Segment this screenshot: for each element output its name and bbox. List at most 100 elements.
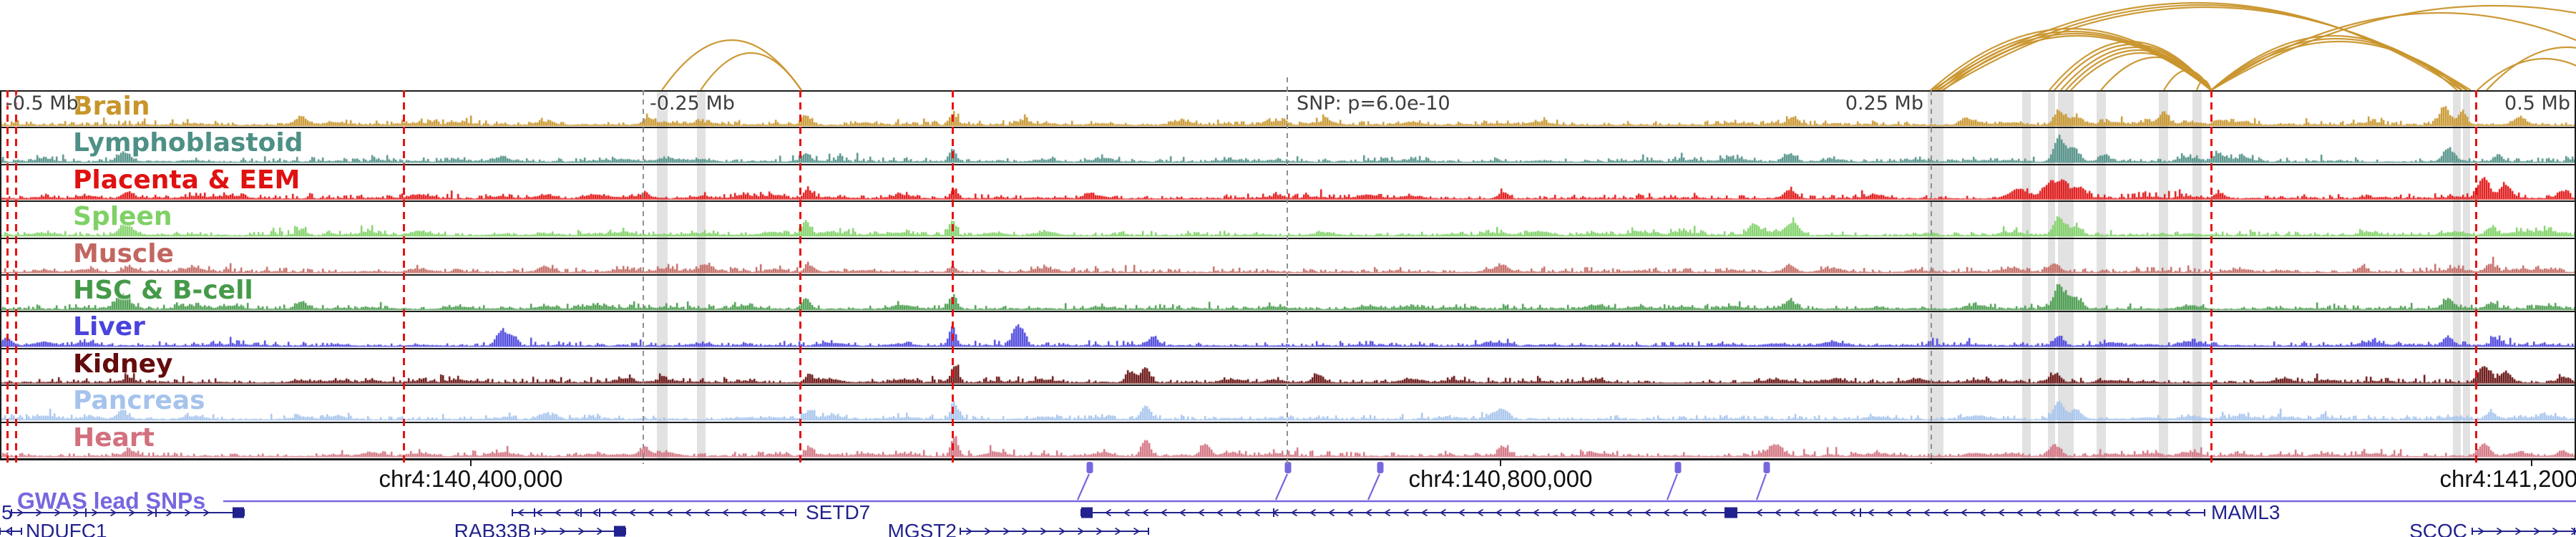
gene-strand-arrow (1699, 508, 1707, 517)
track-border (0, 422, 2576, 423)
gene-strand-arrow (541, 527, 548, 536)
gene-label-setd7: SETD7 (806, 501, 871, 523)
mb-scale-line (1287, 77, 1288, 464)
gene-strand-arrow (966, 527, 973, 536)
gene-label-scoc: SCOC (2409, 520, 2467, 537)
gene-strand-arrow (1383, 508, 1390, 517)
gene-strand-arrow (1792, 508, 1800, 517)
gene-strand-arrow (1904, 508, 1911, 517)
lead-snp-line (799, 90, 801, 465)
lead-snp-line (2475, 90, 2477, 465)
scale-label-minus-0-25: -0.25 Mb (650, 92, 735, 115)
gene-strand-arrow (1979, 508, 1986, 517)
gene-strand-arrow (703, 508, 710, 517)
track-border (0, 200, 2576, 202)
gene-strand-arrow (1160, 508, 1167, 517)
gene-strand-arrow (1960, 508, 1967, 517)
gwas-snp-marker (1674, 462, 1682, 473)
gene-strand-arrow (1234, 508, 1241, 517)
gene-strand-arrow (985, 527, 992, 536)
gene-strand-arrow (2053, 508, 2060, 517)
gene-strand-arrow (1681, 508, 1688, 517)
track-border (0, 384, 2576, 386)
gene-strand-arrow (2552, 527, 2560, 536)
interaction-arc (700, 52, 802, 90)
track-label-liver: Liver (73, 312, 145, 342)
gene-strand-arrow (1096, 527, 1103, 536)
track-label-brain: Brain (73, 92, 150, 121)
gene-strand-arrow (517, 508, 524, 517)
gene-strand-arrow (1941, 508, 1948, 517)
gwas-snp-marker (1086, 462, 1093, 473)
signal-track-area (0, 90, 2576, 460)
gene-exon-box (614, 526, 625, 537)
gene-strand-arrow (203, 508, 210, 517)
gene-strand-arrow (2183, 508, 2190, 517)
gwas-snp-connector (1367, 473, 1381, 500)
interaction-arc (2210, 38, 2463, 90)
gwas-snp-connector (1076, 473, 1091, 500)
gene-strand-arrow (1811, 508, 1818, 517)
interaction-arc (2195, 79, 2212, 90)
gene-strand-arrow (578, 527, 585, 536)
gene-strand-arrow (1774, 508, 1781, 517)
gene-strand-arrow (2571, 527, 2576, 536)
snp-pvalue-annotation: SNP: p=6.0e-10 (1297, 92, 1450, 115)
interaction-arc (2210, 4, 2576, 90)
gene-strand-arrow (684, 508, 691, 517)
mb-scale-line (1931, 90, 1932, 464)
gene-label-5: 5 (1, 501, 13, 523)
gene-strand-arrow (1216, 508, 1223, 517)
gene-strand-arrow (1253, 508, 1260, 517)
gene-strand-arrow (166, 508, 173, 517)
gene-label-rab33b: RAB33B (454, 520, 531, 537)
gene-exon-box (1724, 507, 1737, 518)
track-label-lymphoblastoid: Lymphoblastoid (73, 128, 303, 158)
gwas-snp-marker (1763, 462, 1770, 473)
gene-strand-arrow (1644, 508, 1651, 517)
gene-label-mgst2: MGST2 (887, 520, 957, 537)
lead-snp-line (2210, 90, 2212, 465)
lead-snp-line (6, 90, 9, 465)
gene-strand-arrow (1309, 508, 1316, 517)
gene-strand-arrow (2497, 527, 2504, 536)
gene-strand-arrow (1476, 508, 1483, 517)
track-border (0, 238, 2576, 239)
gene-strand-arrow (1885, 508, 1893, 517)
scale-label-plus-0-25: 0.25 Mb (1845, 92, 1923, 115)
scale-label-minus-0-5: -0.5 Mb (6, 92, 79, 115)
gene-strand-arrow (535, 508, 542, 517)
gene-strand-arrow (572, 508, 580, 517)
gene-strand-arrow (1588, 508, 1595, 517)
interaction-arc (2100, 57, 2212, 90)
interaction-arc (2477, 57, 2576, 90)
gene-strand-arrow (1923, 508, 1930, 517)
gene-strand-arrow (1197, 508, 1204, 517)
gene-strand-arrow (2146, 508, 2153, 517)
track-border (0, 348, 2576, 349)
lead-snp-line (403, 90, 405, 465)
gwas-snp-marker (1377, 462, 1384, 473)
gwas-lead-snps-label: GWAS lead SNPs (17, 488, 206, 514)
gene-strand-arrow (1569, 508, 1576, 517)
gene-strand-arrow (1327, 508, 1335, 517)
gene-strand-arrow (2165, 508, 2172, 517)
gene-strand-arrow (721, 508, 728, 517)
track-label-pancreas: Pancreas (73, 386, 205, 416)
gene-strand-arrow (2016, 508, 2023, 517)
gene-strand-arrow (4, 527, 11, 536)
gene-strand-arrow (610, 508, 617, 517)
gene-strand-arrow (1104, 508, 1111, 517)
track-border (0, 90, 2576, 92)
gene-strand-arrow (1133, 527, 1141, 536)
gwas-snp-connector (1755, 473, 1767, 500)
gene-strand-arrow (758, 508, 766, 517)
gene-strand-arrow (1290, 508, 1297, 517)
gene-strand-arrow (92, 508, 99, 517)
track-right-border (2575, 90, 2576, 458)
gene-strand-arrow (54, 508, 62, 517)
gene-strand-arrow (36, 508, 43, 517)
gene-strand-arrow (2478, 527, 2485, 536)
coordinate-label-1: chr4:140,400,000 (379, 465, 563, 492)
gene-strand-arrow (2534, 527, 2541, 536)
